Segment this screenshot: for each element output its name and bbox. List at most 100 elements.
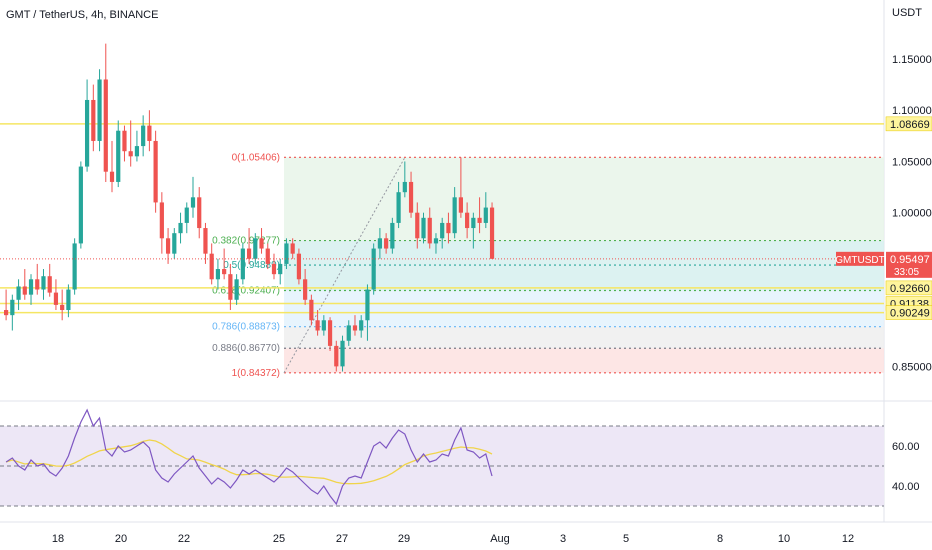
candle	[427, 207, 432, 249]
candle	[84, 79, 90, 172]
candle	[134, 130, 140, 162]
candle	[278, 258, 283, 285]
candle-body	[122, 130, 127, 152]
candle-body	[303, 279, 308, 300]
candle-body	[284, 243, 289, 264]
symbol-tag-bg	[836, 251, 884, 266]
candle-body	[384, 238, 389, 249]
candle	[53, 279, 59, 311]
candle-body	[271, 263, 277, 275]
candle	[4, 289, 9, 321]
candle	[402, 161, 407, 198]
candle	[60, 289, 65, 321]
time-axis-tick: Aug	[490, 533, 510, 545]
candle-body	[190, 197, 196, 208]
candle-body	[371, 248, 376, 290]
candle	[141, 115, 146, 157]
candle-body	[321, 320, 326, 331]
candle-body	[483, 207, 488, 223]
candle	[222, 248, 227, 280]
candle-body	[421, 217, 426, 239]
axes: USDT 1.15000 1.10000 1.05000 1.00000 0.85000 1…	[52, 7, 932, 545]
candle	[390, 217, 395, 254]
candle	[103, 43, 108, 182]
candle-body	[290, 243, 295, 254]
candle	[377, 228, 382, 259]
candle-body	[78, 166, 83, 244]
candle	[184, 202, 189, 234]
candle-body	[84, 99, 90, 167]
fib-level-label: 0(1.05406)	[232, 152, 280, 163]
price-axis-tick: 1.00000	[892, 208, 932, 220]
candle	[159, 192, 164, 254]
candle	[303, 269, 308, 305]
price-axis-tick: 1.10000	[892, 105, 932, 117]
fib-level-label: 0.5(0.94889)	[223, 260, 280, 271]
chart-title: GMT / TetherUS, 4h, BINANCE	[6, 9, 159, 21]
level-tag-bg	[885, 116, 932, 132]
candle	[271, 253, 277, 280]
candle	[352, 315, 358, 336]
time-axis-tick: 29	[398, 533, 410, 545]
candle	[359, 315, 364, 338]
candle-body	[10, 299, 15, 316]
candle-body	[228, 274, 233, 300]
candle-body	[184, 207, 189, 223]
candle	[309, 294, 314, 326]
candle-body	[215, 269, 221, 280]
candles	[0, 43, 884, 372]
candle	[340, 335, 345, 372]
candle-body	[471, 217, 476, 229]
candle-body	[197, 197, 202, 229]
candle	[284, 238, 289, 270]
candle-body	[41, 276, 46, 290]
candle	[446, 212, 451, 244]
fib-zone	[284, 326, 884, 349]
candle	[259, 228, 264, 254]
fib-zone	[284, 348, 884, 373]
candle-body	[141, 125, 146, 147]
candle	[465, 202, 470, 239]
candle	[315, 310, 320, 336]
candle-body	[165, 238, 171, 254]
candle	[421, 212, 426, 244]
candle-body	[172, 233, 177, 254]
time-axis-tick: 20	[115, 533, 127, 545]
candle-body	[296, 253, 302, 280]
time-axis-tick: 27	[336, 533, 348, 545]
price-tag-value: 0.95497	[890, 254, 930, 266]
candle-body	[97, 79, 102, 141]
candle	[147, 110, 152, 152]
candle-body	[47, 276, 52, 293]
candle-body	[309, 299, 314, 321]
candle	[433, 233, 439, 254]
candle	[178, 212, 183, 244]
candle-body	[408, 181, 414, 213]
candle-body	[334, 345, 339, 367]
fibonacci-retracement: 0(1.05406) 0.382(0.97277) 0.5(0.94889) 0.61…	[212, 152, 884, 379]
candle-body	[377, 238, 382, 249]
candle	[215, 258, 221, 290]
candle	[483, 192, 488, 229]
candle	[365, 284, 370, 341]
candle-body	[402, 181, 407, 193]
candle-body	[147, 125, 152, 141]
candle	[477, 197, 482, 234]
candle	[321, 315, 326, 336]
candle	[408, 171, 414, 218]
candle	[234, 274, 239, 305]
candle-body	[315, 320, 320, 331]
candle-body	[240, 248, 245, 280]
candle	[16, 279, 21, 311]
candle-body	[265, 248, 270, 264]
fib-zone	[284, 290, 884, 327]
candle-body	[359, 320, 364, 331]
candle	[265, 243, 270, 270]
candle	[346, 320, 351, 346]
candle	[41, 269, 46, 300]
candle	[72, 238, 77, 295]
candle	[122, 125, 127, 162]
